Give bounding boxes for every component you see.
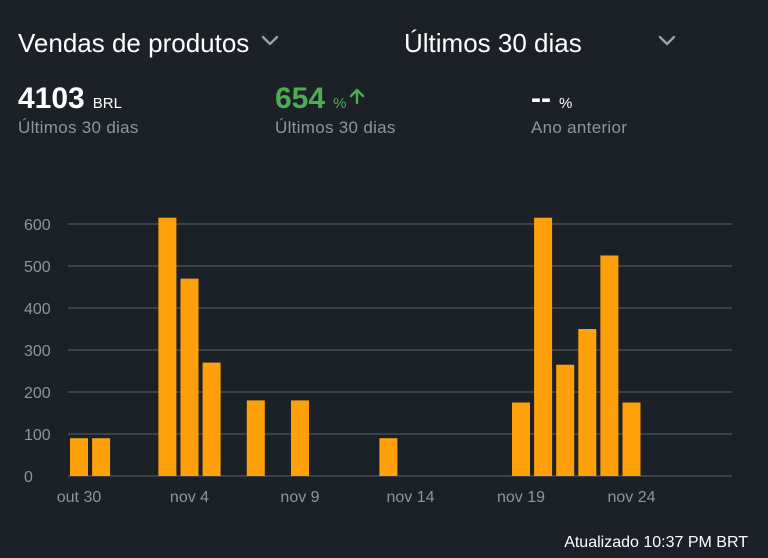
bar (180, 278, 199, 476)
x-tick-label: out 30 (57, 489, 102, 506)
y-tick-label: 300 (24, 343, 51, 360)
y-tick-label: 200 (24, 385, 51, 402)
bar (534, 217, 553, 476)
period-dropdown[interactable]: Últimos 30 dias (404, 26, 676, 60)
bar (291, 400, 309, 476)
bar (600, 255, 619, 476)
stat-sales-total: 4103 BRL Últimos 30 dias (18, 82, 139, 138)
stat-previous-year: -- % Ano anterior (531, 82, 627, 138)
arrow-up-icon (349, 87, 365, 110)
period-label: Últimos 30 dias (404, 27, 582, 58)
y-tick-label: 0 (24, 469, 33, 486)
stat-caption: Últimos 30 dias (18, 118, 139, 137)
stat-unit: % (558, 95, 573, 112)
bar (158, 217, 177, 476)
x-tick-label: nov 4 (170, 489, 209, 506)
stat-caption: Ano anterior (531, 118, 628, 137)
x-tick-label: nov 24 (607, 489, 655, 506)
stat-unit: % (333, 95, 347, 112)
sales-bar-chart: 0 100 200 300 400 500 600 out 30 nov 4 nov 9 nov 1… (24, 217, 732, 506)
stat-value: 4103 (18, 82, 85, 115)
bar (202, 362, 221, 476)
bar (622, 402, 641, 476)
y-tick-label: 400 (24, 301, 51, 318)
bar (379, 438, 398, 476)
stat-caption: Últimos 30 dias (275, 118, 396, 137)
bar (578, 329, 597, 476)
y-tick-label: 100 (24, 427, 51, 444)
chevron-down-icon (658, 34, 676, 52)
metric-dropdown[interactable]: Vendas de produtos (18, 26, 279, 60)
bar (70, 438, 88, 476)
y-tick-label: 500 (24, 259, 51, 276)
updated-timestamp: Atualizado 10:37 PM BRT (564, 534, 748, 551)
y-tick-label: 600 (24, 217, 51, 234)
bar (512, 402, 530, 476)
stat-value: -- (531, 82, 551, 115)
stat-value: 654 (275, 82, 326, 115)
stat-unit: BRL (92, 95, 122, 112)
chevron-down-icon (261, 34, 279, 52)
x-tick-label: nov 9 (280, 489, 319, 506)
x-tick-label: nov 14 (386, 489, 434, 506)
bar (92, 438, 111, 476)
metric-label: Vendas de produtos (18, 27, 250, 58)
bar (556, 364, 575, 476)
bar (246, 400, 265, 476)
x-tick-label: nov 19 (497, 489, 545, 506)
stat-growth: 654 % Últimos 30 dias (275, 82, 396, 138)
